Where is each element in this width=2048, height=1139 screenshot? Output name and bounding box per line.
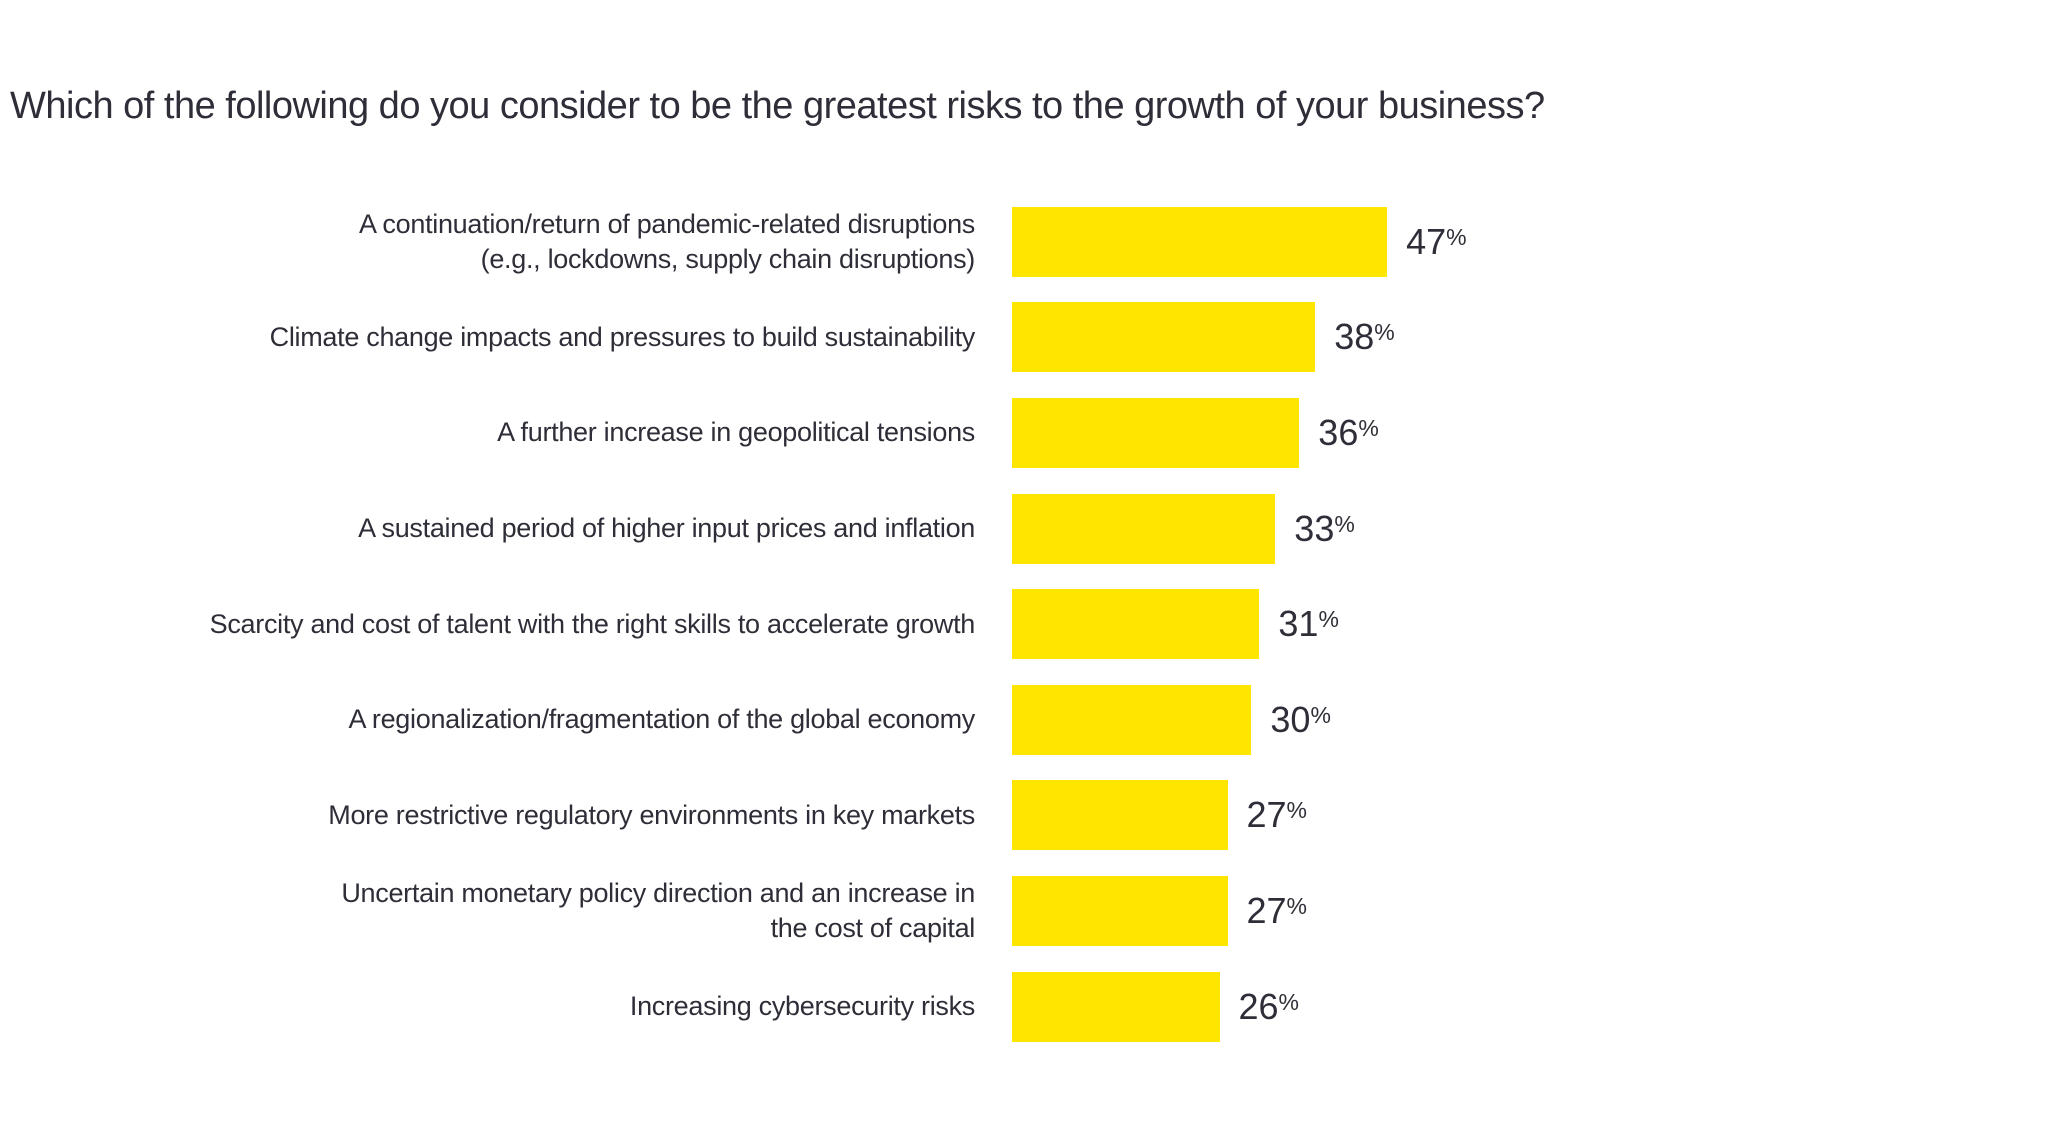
value-label: 33% <box>1294 507 1355 549</box>
percent-suffix: % <box>1278 988 1299 1015</box>
category-label: Increasing cybersecurity risks <box>629 991 975 1021</box>
value-label: 27% <box>1246 889 1308 931</box>
value-label: 26% <box>1238 985 1300 1027</box>
category-label: Climate change impacts and pressures to … <box>269 321 976 352</box>
value-number: 27 <box>1246 889 1287 931</box>
chart-row: More restrictive regulatory environments… <box>0 768 2048 864</box>
chart-row: A continuation/return of pandemic-relate… <box>0 194 2048 290</box>
percent-suffix: % <box>1286 797 1307 824</box>
chart-row: Scarcity and cost of talent with the rig… <box>0 576 2048 672</box>
category-label: A regionalization/fragmentation of the g… <box>348 704 975 735</box>
percent-suffix: % <box>1318 606 1339 633</box>
bar <box>1012 684 1252 755</box>
chart-title: Which of the following do you consider t… <box>10 85 1545 127</box>
value-label: 47% <box>1406 220 1467 262</box>
value-label: 31% <box>1278 606 1339 642</box>
value-number: 33 <box>1294 507 1335 549</box>
bar <box>1012 875 1228 946</box>
bar-chart: A continuation/return of pandemic-relate… <box>0 194 2048 1054</box>
category-label: A continuation/return of pandemic-relate… <box>359 208 975 274</box>
chart-row: Climate change impacts and pressures to … <box>0 290 2048 386</box>
percent-suffix: % <box>1446 223 1467 250</box>
percent-suffix: % <box>1358 414 1379 441</box>
category-label: A sustained period of higher input price… <box>358 513 975 544</box>
percent-suffix: % <box>1374 319 1395 346</box>
value-label: 36% <box>1318 411 1379 453</box>
bar <box>1012 780 1228 851</box>
bar <box>1012 589 1260 660</box>
bar <box>1012 493 1276 564</box>
chart-row: A regionalization/fragmentation of the g… <box>0 672 2048 768</box>
bar <box>1012 302 1316 373</box>
value-number: 36 <box>1318 411 1359 453</box>
chart-row: Uncertain monetary policy direction and … <box>0 863 2048 959</box>
bar <box>1012 971 1220 1042</box>
bar <box>1012 397 1300 468</box>
chart-row: A further increase in geopolitical tensi… <box>0 385 2048 481</box>
percent-suffix: % <box>1310 701 1331 728</box>
category-label: A further increase in geopolitical tensi… <box>497 417 975 448</box>
value-number: 31 <box>1278 603 1319 645</box>
value-label: 30% <box>1270 698 1331 740</box>
value-number: 27 <box>1246 794 1287 836</box>
value-label: 27% <box>1247 797 1308 833</box>
value-number: 30 <box>1270 698 1311 740</box>
value-number: 26 <box>1238 985 1279 1027</box>
percent-suffix: % <box>1286 892 1307 919</box>
category-label: Uncertain monetary policy direction and … <box>341 877 975 943</box>
percent-suffix: % <box>1334 510 1355 537</box>
value-number: 47 <box>1406 220 1447 262</box>
value-label: 38% <box>1334 319 1395 355</box>
category-label: Scarcity and cost of talent with the rig… <box>209 608 976 639</box>
chart-row: Increasing cybersecurity risks 26% <box>0 959 2048 1055</box>
chart-row: A sustained period of higher input price… <box>0 481 2048 577</box>
category-label: More restrictive regulatory environments… <box>328 799 975 830</box>
value-number: 38 <box>1334 316 1375 358</box>
bar <box>1012 206 1388 277</box>
